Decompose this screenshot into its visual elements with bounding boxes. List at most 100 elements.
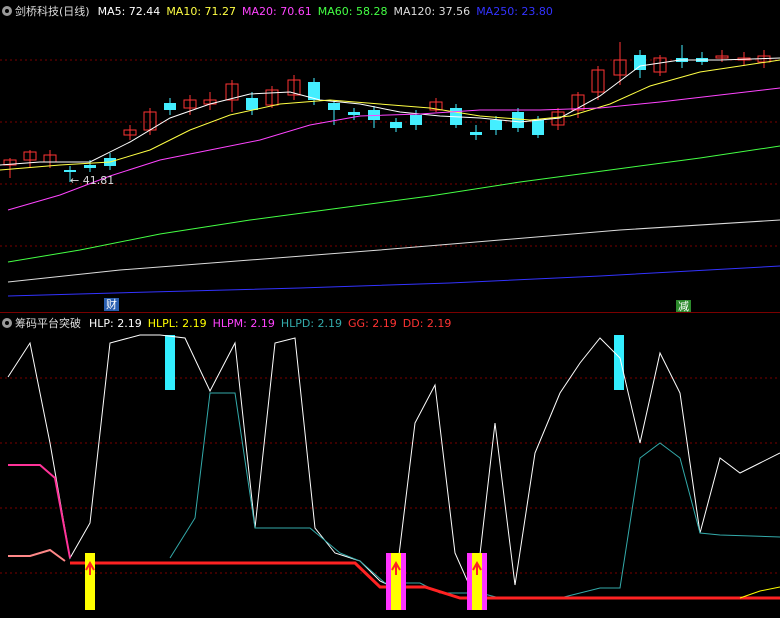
candle bbox=[613, 42, 627, 85]
breakout-signal bbox=[386, 553, 406, 610]
candle bbox=[64, 166, 76, 182]
candle-body bbox=[613, 59, 627, 76]
signal-bar-inner bbox=[391, 553, 401, 610]
ma10-line bbox=[0, 59, 780, 171]
ma-legend-item: MA10: 71.27 bbox=[166, 5, 237, 18]
candle-body bbox=[23, 151, 37, 161]
indicator-legend-item: HLPD: 2.19 bbox=[280, 317, 343, 330]
indicator-legend-item: HLPM: 2.19 bbox=[212, 317, 275, 330]
ma20-line bbox=[7, 87, 780, 211]
candle-body bbox=[287, 79, 301, 96]
hlp-line bbox=[7, 334, 780, 600]
candle-body bbox=[390, 122, 402, 128]
candle-body bbox=[410, 115, 422, 125]
candle bbox=[348, 108, 360, 120]
candle-body bbox=[64, 170, 76, 172]
indicator-chart[interactable] bbox=[0, 313, 780, 618]
ma60-line bbox=[7, 145, 780, 263]
candle bbox=[653, 55, 667, 76]
ma-legend-item: MA5: 72.44 bbox=[97, 5, 161, 18]
arrow-up-icon bbox=[391, 560, 401, 575]
candle-body bbox=[123, 129, 137, 136]
candle bbox=[246, 92, 258, 115]
candle bbox=[450, 104, 462, 128]
candle bbox=[123, 125, 137, 140]
candle-body bbox=[246, 98, 258, 110]
candle-body bbox=[183, 99, 197, 109]
candle-body bbox=[591, 69, 605, 93]
candle bbox=[696, 52, 708, 65]
arrow-up-icon bbox=[85, 560, 95, 575]
low-price-label: ← 41.81 bbox=[70, 174, 115, 187]
indicator-gear-icon[interactable] bbox=[2, 318, 12, 328]
candle bbox=[634, 50, 646, 78]
gg-line bbox=[70, 561, 780, 600]
candle bbox=[368, 106, 380, 128]
signal-bar-inner bbox=[85, 553, 95, 610]
candle bbox=[225, 80, 239, 112]
ma-legend-item: MA60: 58.28 bbox=[317, 5, 388, 18]
hlpl-tail-line bbox=[739, 586, 780, 599]
ma-legend-item: MA120: 37.56 bbox=[393, 5, 471, 18]
arrow-up-icon bbox=[472, 560, 482, 575]
candle-body bbox=[571, 94, 585, 111]
breakout-signal bbox=[467, 553, 487, 610]
candle bbox=[390, 118, 402, 132]
candle-body bbox=[84, 165, 96, 168]
candle-body bbox=[225, 83, 239, 101]
candle bbox=[429, 98, 443, 112]
candle-body bbox=[164, 103, 176, 110]
candle-body bbox=[490, 120, 502, 130]
ma5-line bbox=[0, 57, 780, 166]
panel-divider[interactable] bbox=[0, 312, 780, 313]
candle bbox=[164, 98, 176, 115]
indicator-panel[interactable]: 筹码平台突破 HLP: 2.19 HLPL: 2.19 HLPM: 2.19 HLPD:… bbox=[0, 313, 780, 618]
breakout-signal bbox=[85, 553, 95, 610]
candle bbox=[308, 78, 320, 105]
reduce-tag[interactable]: 减 bbox=[676, 300, 691, 313]
hlpl-line bbox=[8, 548, 66, 562]
candle bbox=[676, 45, 688, 68]
candle bbox=[470, 125, 482, 140]
ma-legend-item: MA250: 23.80 bbox=[476, 5, 553, 18]
candle-body bbox=[348, 112, 360, 115]
indicator-title: 筹码平台突破 bbox=[15, 317, 81, 330]
indicator-legend-item: GG: 2.19 bbox=[348, 317, 397, 330]
candle-body bbox=[429, 101, 443, 111]
ma250-line bbox=[7, 265, 780, 297]
candlestick-chart[interactable] bbox=[0, 0, 780, 312]
ma120-line bbox=[7, 219, 780, 283]
indicator-legend: 筹码平台突破 HLP: 2.19 HLPL: 2.19 HLPM: 2.19 HLPD:… bbox=[2, 317, 457, 331]
candle-body bbox=[715, 55, 729, 59]
candle-body bbox=[265, 89, 279, 106]
candle-body bbox=[512, 112, 524, 128]
candle-body bbox=[653, 57, 667, 73]
candle-body bbox=[368, 110, 380, 120]
candle bbox=[23, 150, 37, 168]
signal-block bbox=[614, 335, 624, 390]
candle-body bbox=[532, 120, 544, 135]
candle-body bbox=[634, 55, 646, 70]
candle bbox=[203, 92, 217, 110]
stock-title: 剑桥科技(日线) bbox=[15, 5, 90, 18]
candle bbox=[183, 95, 197, 115]
hlpd-line bbox=[169, 392, 780, 599]
indicator-legend-item: HLPL: 2.19 bbox=[147, 317, 207, 330]
signal-bar-inner bbox=[472, 553, 482, 610]
candle-body bbox=[328, 103, 340, 110]
candle bbox=[591, 66, 605, 100]
candle bbox=[287, 75, 301, 100]
candle bbox=[512, 108, 524, 132]
indicator-legend-item: HLP: 2.19 bbox=[89, 317, 142, 330]
settings-gear-icon[interactable] bbox=[2, 6, 12, 16]
candle bbox=[3, 158, 17, 178]
finance-tag[interactable]: 财 bbox=[104, 298, 119, 311]
price-chart-panel[interactable]: 剑桥科技(日线) MA5: 72.44 MA10: 71.27 MA20: 70.61… bbox=[0, 0, 780, 313]
hlpm-line bbox=[8, 464, 71, 559]
signal-block bbox=[165, 335, 175, 390]
candle-body bbox=[3, 159, 17, 166]
indicator-legend-item: DD: 2.19 bbox=[402, 317, 452, 330]
candle-body bbox=[470, 132, 482, 135]
ma-legend-item: MA20: 70.61 bbox=[242, 5, 312, 18]
candle bbox=[265, 86, 279, 108]
